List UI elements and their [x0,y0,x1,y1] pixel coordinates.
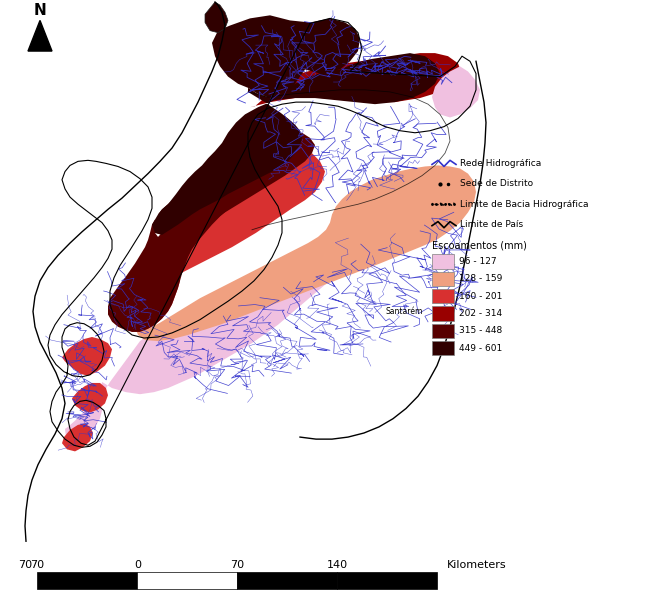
Polygon shape [28,21,52,51]
Text: Sede de Distrito: Sede de Distrito [460,179,533,188]
Text: Rede Hidrográfica: Rede Hidrográfica [460,159,541,168]
Bar [432,271,454,286]
Polygon shape [62,424,93,451]
Polygon shape [250,53,462,107]
Bar [337,572,437,589]
Bar [432,324,454,338]
Bar [432,289,454,303]
Text: Limite de País: Limite de País [460,220,523,229]
Polygon shape [152,53,440,235]
Text: 140: 140 [326,560,348,570]
Bar [432,255,454,268]
Text: Limite de Bacia Hidrográfica: Limite de Bacia Hidrográfica [460,200,588,208]
Bar [38,572,137,589]
Text: 315 - 448: 315 - 448 [459,327,502,335]
Polygon shape [212,15,360,97]
Polygon shape [98,230,352,404]
Bar [237,572,337,589]
Polygon shape [155,133,315,235]
Bar [432,307,454,321]
Text: Kilometers: Kilometers [447,560,506,570]
Polygon shape [65,401,102,441]
Polygon shape [432,67,480,118]
Text: Escoamentos (mm): Escoamentos (mm) [432,240,527,250]
Polygon shape [135,165,476,341]
Bar [432,341,454,355]
Text: 70: 70 [230,560,244,570]
Text: 0: 0 [134,560,141,570]
Text: 70: 70 [18,560,32,570]
Text: 202 - 314: 202 - 314 [459,309,502,318]
Text: N: N [34,4,46,18]
Polygon shape [72,383,108,413]
Text: 449 - 601: 449 - 601 [459,344,502,353]
Polygon shape [62,337,112,376]
Text: 96 - 127: 96 - 127 [459,257,497,266]
Text: 128 - 159: 128 - 159 [459,275,502,283]
Text: Santarém: Santarém [385,307,422,316]
Polygon shape [205,2,228,33]
Polygon shape [128,153,325,332]
Text: 160 - 201: 160 - 201 [459,291,502,301]
Polygon shape [108,184,248,332]
Bar [137,572,237,589]
Text: 70: 70 [31,560,44,570]
